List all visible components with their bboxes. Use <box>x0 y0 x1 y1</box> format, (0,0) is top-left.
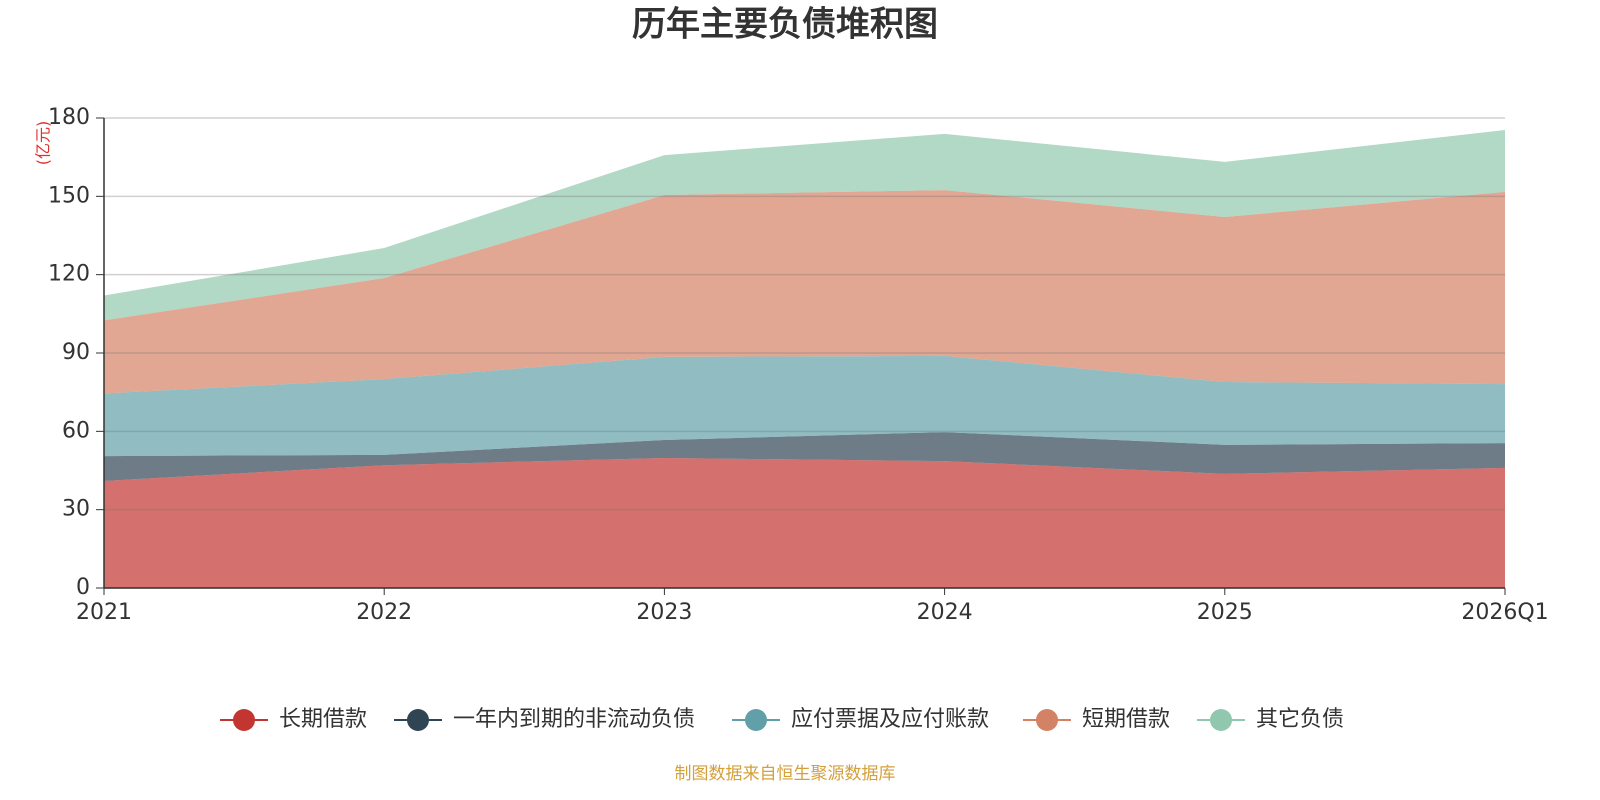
x-tick-label: 2024 <box>917 600 973 625</box>
chart-title: 历年主要负债堆积图 <box>632 5 938 45</box>
y-axis-unit: (亿元) <box>34 121 53 166</box>
y-tick-label: 90 <box>62 340 90 365</box>
x-tick-label: 2023 <box>636 600 692 625</box>
x-tick-label: 2026Q1 <box>1461 600 1548 625</box>
legend-marker <box>1036 709 1058 731</box>
y-tick-label: 0 <box>76 575 90 600</box>
area <box>104 190 1505 394</box>
x-tick-label: 2025 <box>1197 600 1253 625</box>
area <box>104 432 1505 481</box>
legend-label: 一年内到期的非流动负债 <box>453 707 695 732</box>
x-tick-label: 2022 <box>356 600 412 625</box>
x-tick-label: 2021 <box>76 600 132 625</box>
y-tick-label: 60 <box>62 418 90 443</box>
legend-label: 长期借款 <box>279 707 367 732</box>
legend-marker <box>407 709 429 731</box>
legend-label: 应付票据及应付账款 <box>791 707 989 732</box>
legend-label: 短期借款 <box>1082 707 1170 732</box>
source-note: 制图数据来自恒生聚源数据库 <box>675 764 896 784</box>
area <box>104 130 1505 321</box>
y-tick-label: 150 <box>48 183 90 208</box>
area <box>104 355 1505 457</box>
y-tick-label: 120 <box>48 262 90 287</box>
legend-marker <box>1210 709 1232 731</box>
legend-label: 其它负债 <box>1256 707 1344 732</box>
legend-marker <box>233 709 255 731</box>
area <box>104 457 1505 588</box>
y-tick-label: 30 <box>62 497 90 522</box>
y-tick-label: 180 <box>48 105 90 130</box>
legend-marker <box>745 709 767 731</box>
